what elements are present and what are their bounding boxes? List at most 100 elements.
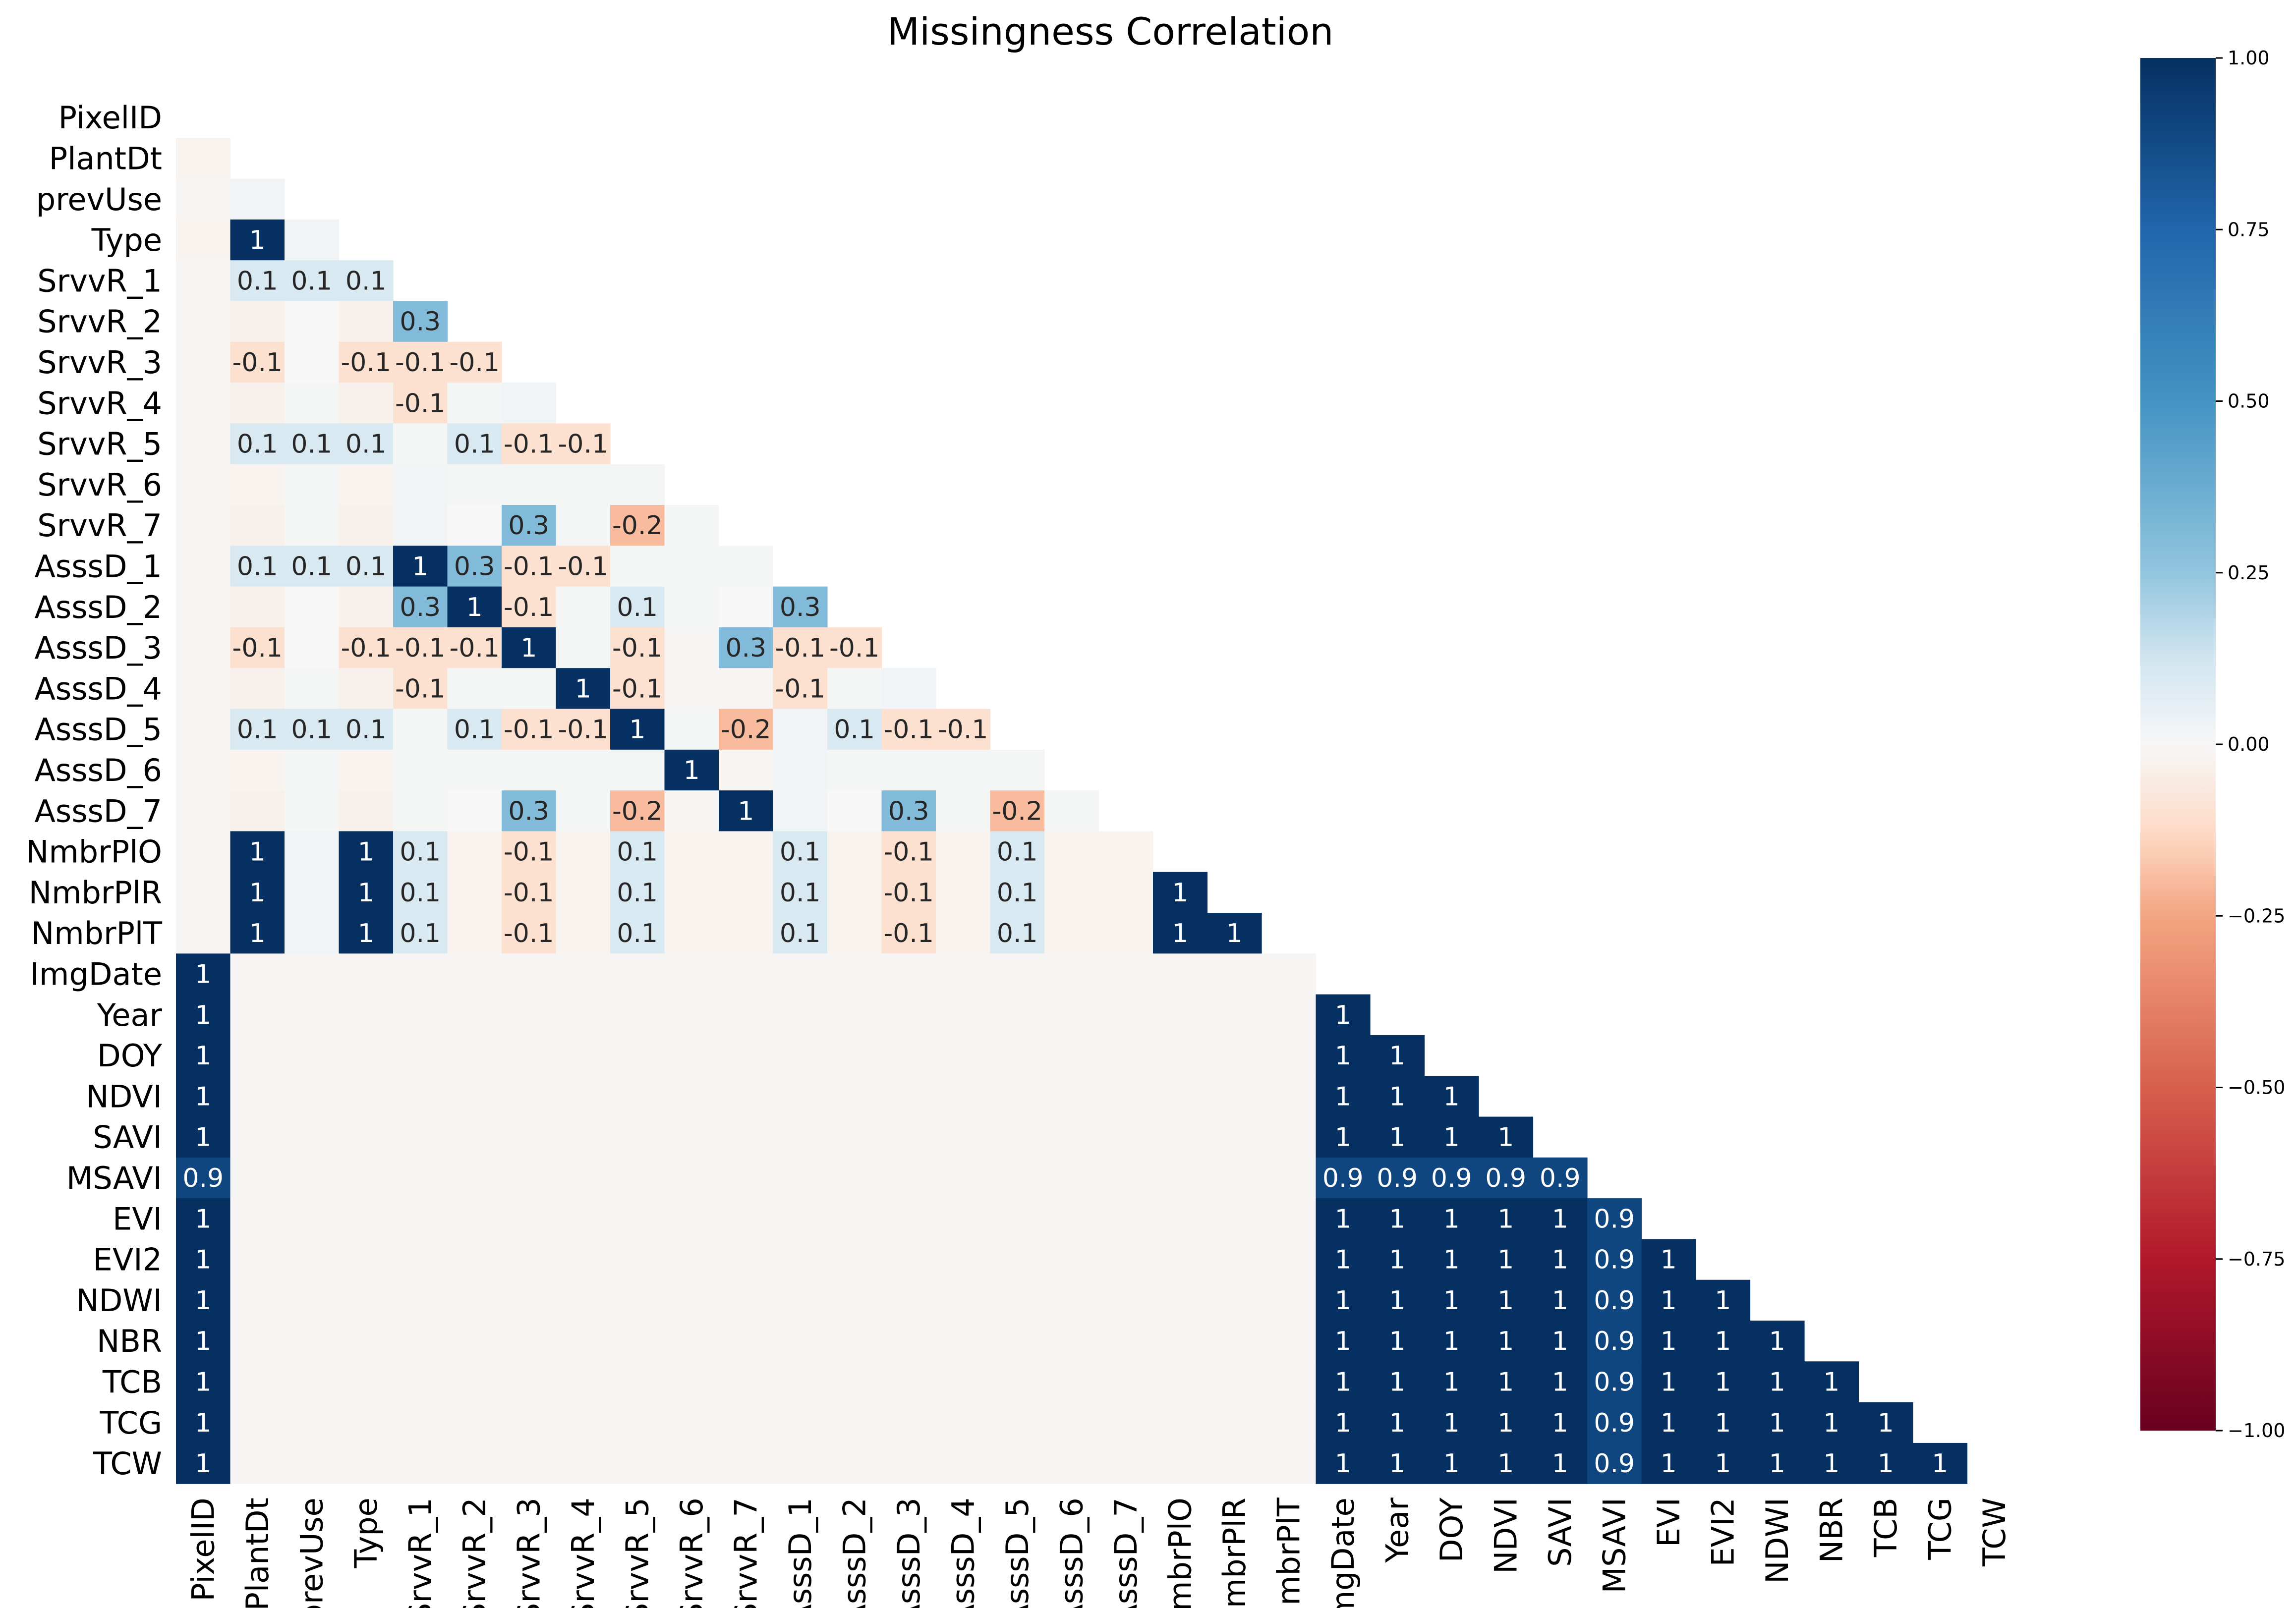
heatmap-cell xyxy=(719,1157,774,1199)
heatmap-cell xyxy=(773,831,828,873)
heatmap-cell xyxy=(936,749,991,791)
cell-value-label: 1 xyxy=(1335,1041,1351,1071)
heatmap-cell xyxy=(1262,1076,1317,1117)
cell-value-label: 1 xyxy=(1497,1123,1514,1153)
heatmap-cell xyxy=(1533,1239,1588,1280)
heatmap-cell xyxy=(502,1076,557,1117)
cell-value-label: 1 xyxy=(1715,1449,1731,1479)
heatmap-cell xyxy=(556,1321,611,1362)
heatmap-cell xyxy=(664,790,719,832)
column-label: SrvvR_4 xyxy=(565,1497,601,1608)
cell-value-label: 0.1 xyxy=(291,715,332,745)
heatmap-cell xyxy=(610,1076,665,1117)
heatmap-cell xyxy=(502,1239,557,1280)
cell-value-label: 0.1 xyxy=(237,266,278,296)
heatmap-cell xyxy=(285,423,340,465)
heatmap-cell xyxy=(556,1361,611,1403)
heatmap-cell xyxy=(230,1442,285,1484)
heatmap-cell xyxy=(502,1116,557,1158)
heatmap-cell xyxy=(393,709,448,750)
heatmap-cell xyxy=(393,1076,448,1117)
heatmap-cell xyxy=(447,383,502,424)
heatmap-cell xyxy=(610,1198,665,1239)
heatmap-cell xyxy=(285,1035,340,1076)
cell-value-label: 0.3 xyxy=(508,796,549,826)
heatmap-cell xyxy=(610,831,665,873)
heatmap-cell xyxy=(664,1239,719,1280)
colorbar-tick-label: −0.50 xyxy=(2228,1077,2285,1099)
heatmap-cell xyxy=(1044,1361,1099,1403)
heatmap-cell xyxy=(1044,913,1099,954)
heatmap-cell xyxy=(990,994,1045,1036)
heatmap-cell xyxy=(176,505,231,546)
heatmap-cell xyxy=(502,1361,557,1403)
heatmap-cell xyxy=(827,1442,882,1484)
heatmap-cell xyxy=(1098,1279,1153,1321)
cell-value-label: 0.9 xyxy=(1377,1164,1418,1193)
heatmap-cell xyxy=(1207,1361,1262,1403)
heatmap-cell xyxy=(827,1035,882,1076)
heatmap-cell xyxy=(339,709,394,750)
heatmap-cell xyxy=(285,627,340,668)
heatmap-cell xyxy=(1641,1361,1696,1403)
heatmap-cell xyxy=(1153,994,1208,1036)
heatmap-cell xyxy=(556,1116,611,1158)
cell-value-label: 1 xyxy=(1389,1123,1405,1153)
heatmap-cell xyxy=(285,219,340,261)
cell-value-label: 1 xyxy=(1389,1449,1405,1479)
cell-value-label: 1 xyxy=(1443,1449,1460,1479)
row-label: AsssD_7 xyxy=(34,793,162,829)
heatmap-cell xyxy=(936,994,991,1036)
heatmap-cell xyxy=(339,464,394,505)
row-label: ImgDate xyxy=(30,956,162,992)
cell-value-label: 1 xyxy=(575,674,591,704)
heatmap-cell xyxy=(447,586,502,628)
heatmap-cell xyxy=(1207,1321,1262,1362)
heatmap-cell xyxy=(339,1157,394,1199)
heatmap-cell xyxy=(719,668,774,710)
heatmap-cell xyxy=(447,1076,502,1117)
heatmap-cell xyxy=(230,260,285,302)
heatmap-cell xyxy=(990,1198,1045,1239)
heatmap-cell xyxy=(936,1239,991,1280)
cell-value-label: 0.1 xyxy=(345,715,387,745)
heatmap-cell xyxy=(773,1239,828,1280)
heatmap-cell xyxy=(1207,1239,1262,1280)
cell-value-label: -0.1 xyxy=(232,633,283,663)
row-label: AsssD_6 xyxy=(34,752,162,788)
heatmap-cell xyxy=(556,464,611,505)
heatmap-cell xyxy=(881,709,936,750)
heatmap-cell xyxy=(1804,1402,1859,1443)
heatmap-cell xyxy=(881,1442,936,1484)
cell-value-label: -0.1 xyxy=(558,552,608,581)
heatmap-cell xyxy=(339,1321,394,1362)
cell-value-label: 1 xyxy=(1878,1449,1894,1479)
heatmap-cell xyxy=(176,1361,231,1403)
column-label: NmbrPlR xyxy=(1216,1497,1253,1608)
heatmap-cell xyxy=(393,913,448,954)
heatmap-cell xyxy=(719,790,774,832)
heatmap-cell xyxy=(502,953,557,995)
heatmap-cell xyxy=(610,1279,665,1321)
heatmap-cell xyxy=(1207,1279,1262,1321)
heatmap-cell xyxy=(719,627,774,668)
cell-value-label: 0.9 xyxy=(1431,1164,1472,1193)
heatmap-cell xyxy=(1424,1279,1479,1321)
heatmap-cell xyxy=(827,913,882,954)
cell-value-label: 1 xyxy=(1932,1449,1948,1479)
heatmap-cell xyxy=(1098,1321,1153,1362)
heatmap-cell xyxy=(773,1076,828,1117)
heatmap-cell xyxy=(339,831,394,873)
heatmap-cell xyxy=(1207,953,1262,995)
heatmap-cell xyxy=(1587,1321,1642,1362)
heatmap-cell xyxy=(502,790,557,832)
heatmap-cell xyxy=(1262,1157,1317,1199)
heatmap-cell xyxy=(936,1321,991,1362)
cell-value-label: 1 xyxy=(249,919,266,948)
cell-value-label: 1 xyxy=(195,1000,211,1030)
heatmap-cell xyxy=(881,668,936,710)
heatmap-cell xyxy=(393,1239,448,1280)
cell-value-label: 1 xyxy=(1389,1367,1405,1397)
heatmap-cell xyxy=(990,1442,1045,1484)
row-label: AsssD_4 xyxy=(34,670,162,707)
